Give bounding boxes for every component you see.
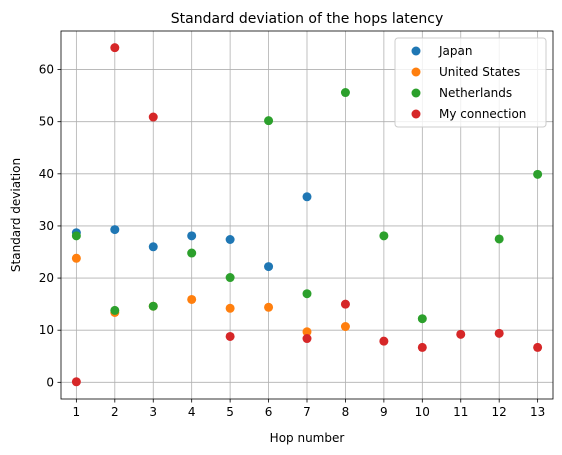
data-point xyxy=(110,225,120,235)
data-point xyxy=(340,299,350,309)
x-tick-label: 11 xyxy=(453,405,468,419)
legend-marker xyxy=(411,88,421,98)
y-tick-label: 60 xyxy=(39,63,54,77)
data-point xyxy=(456,329,466,339)
x-tick-label: 3 xyxy=(149,405,157,419)
data-point xyxy=(225,303,235,313)
x-tick-label: 2 xyxy=(111,405,119,419)
data-point xyxy=(264,262,274,272)
y-tick-label: 10 xyxy=(39,323,54,337)
x-tick-label: 6 xyxy=(265,405,273,419)
data-points xyxy=(71,43,543,387)
data-point xyxy=(264,302,274,312)
x-tick-label: 7 xyxy=(303,405,311,419)
y-tick-label: 50 xyxy=(39,115,54,129)
legend-marker xyxy=(411,109,421,119)
legend-label: United States xyxy=(439,65,520,79)
x-tick-label: 9 xyxy=(380,405,388,419)
legend-label: Netherlands xyxy=(439,86,512,100)
data-point xyxy=(264,116,274,126)
data-point xyxy=(302,334,312,344)
data-point xyxy=(71,231,81,241)
data-point xyxy=(340,322,350,332)
data-point xyxy=(302,289,312,299)
data-point xyxy=(225,273,235,283)
data-point xyxy=(187,248,197,258)
y-tick-label: 40 xyxy=(39,167,54,181)
data-point xyxy=(302,327,312,337)
legend-label: Japan xyxy=(438,44,472,58)
legend-box xyxy=(394,37,547,128)
data-point xyxy=(148,112,158,122)
data-point xyxy=(71,253,81,263)
data-point xyxy=(340,88,350,98)
x-tick-label: 4 xyxy=(188,405,196,419)
data-point xyxy=(225,331,235,341)
data-point xyxy=(494,234,504,244)
legend-marker xyxy=(411,67,421,77)
x-tick-label: 10 xyxy=(415,405,430,419)
x-tick-label: 8 xyxy=(342,405,350,419)
y-tick-label: 20 xyxy=(39,271,54,285)
legend-label: My connection xyxy=(439,107,526,121)
data-point xyxy=(533,342,543,352)
y-axis-label: Standard deviation xyxy=(9,158,23,272)
data-point xyxy=(225,234,235,244)
chart-title: Standard deviation of the hops latency xyxy=(171,11,444,27)
x-axis-label: Hop number xyxy=(270,431,345,445)
data-point xyxy=(533,169,543,179)
data-point xyxy=(302,192,312,202)
data-point xyxy=(71,377,81,387)
data-point xyxy=(110,43,120,53)
data-point xyxy=(110,305,120,315)
x-tick-label: 12 xyxy=(492,405,507,419)
data-point xyxy=(187,294,197,304)
x-tick-label: 5 xyxy=(226,405,234,419)
x-tick-label: 13 xyxy=(530,405,545,419)
data-point xyxy=(494,328,504,338)
data-point xyxy=(187,231,197,241)
legend-marker xyxy=(411,46,421,56)
data-point xyxy=(148,242,158,252)
y-tick-label: 0 xyxy=(46,375,54,389)
data-point xyxy=(148,301,158,311)
data-point xyxy=(417,314,427,324)
y-tick-label: 30 xyxy=(39,219,54,233)
x-tick-label: 1 xyxy=(73,405,81,419)
data-point xyxy=(379,231,389,241)
data-point xyxy=(379,336,389,346)
legend: Japan United States Netherlands My connecti… xyxy=(394,37,547,128)
data-point xyxy=(417,342,427,352)
